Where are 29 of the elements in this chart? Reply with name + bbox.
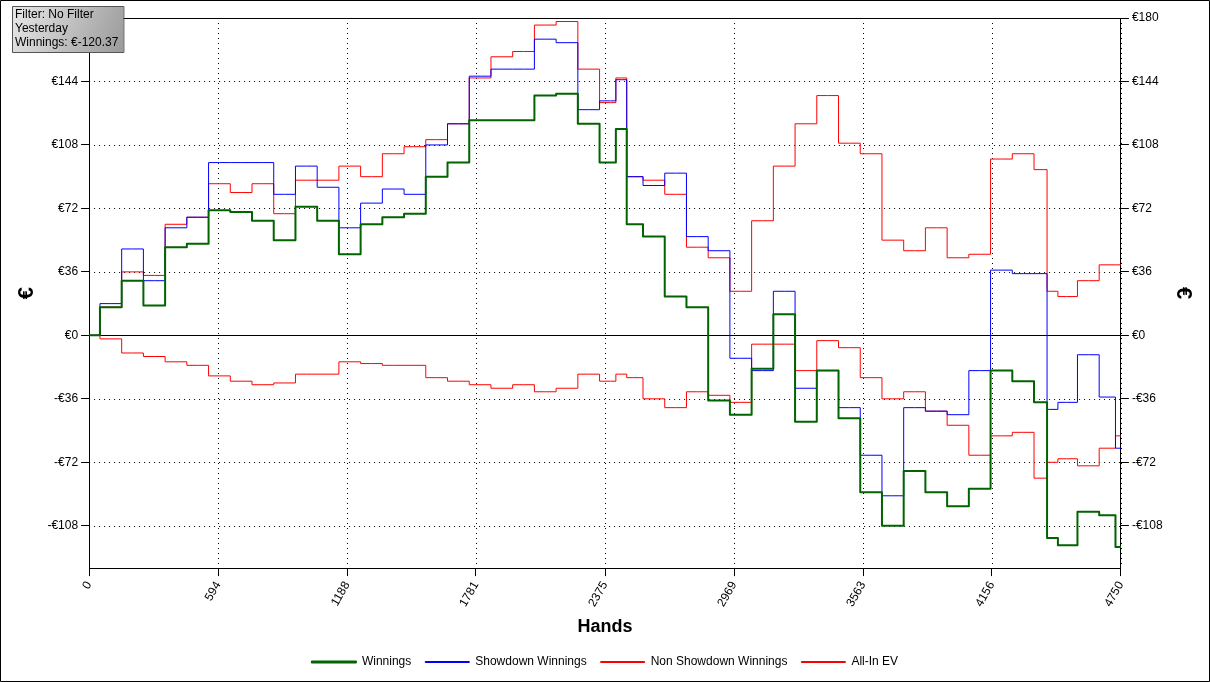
y-tick-label: -€72 [54,454,79,469]
text: Yesterday [15,21,68,36]
y2-tick-label: -€72 [1131,454,1157,469]
legend-label: Winnings [361,654,412,669]
y2-tick-label: -€108 [1131,518,1163,533]
y2-tick-label: €0 [1131,327,1146,342]
y-tick-label: €36 [58,264,79,279]
y-tick-label: €108 [51,137,79,152]
legend-label: All-In EV [851,654,899,669]
legend-label: Non Showdown Winnings [650,654,788,669]
y2-tick-label: €72 [1131,200,1153,215]
y2-tick-label: €108 [1131,137,1159,152]
y-tick-label: €72 [58,200,79,215]
y2-tick-label: €144 [1131,73,1159,88]
x-axis-title: Hands [577,616,633,637]
annotation: Winnings: €-120.37 [15,35,119,50]
x-tick-label: 594 [201,578,224,604]
y-tick-label: -€108 [47,518,79,533]
y-axis-title: € [13,286,39,300]
legend-label: Showdown Winnings [475,654,587,669]
y-tick-label: -€36 [54,391,79,406]
y2-tick-label: €180 [1131,10,1159,25]
x-tick-label: 0 [79,578,95,592]
y2-tick-label: €36 [1131,264,1153,279]
y-tick-label: €144 [51,73,79,88]
annotation: Filter: No Filter [15,7,94,22]
y2-tick-label: -€36 [1131,391,1157,406]
y2-axis-title: € [1171,286,1197,300]
y-tick-label: €0 [64,327,79,342]
